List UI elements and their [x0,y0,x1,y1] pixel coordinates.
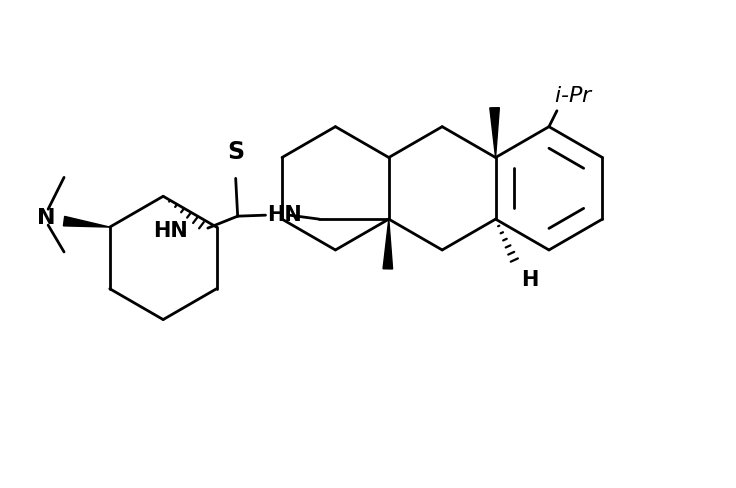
Text: $i$-Pr: $i$-Pr [554,86,594,105]
Text: HN: HN [267,205,302,224]
Text: H: H [520,269,538,289]
Polygon shape [63,217,110,227]
Text: HN: HN [153,221,188,241]
Text: S: S [227,140,244,164]
Text: N: N [37,208,55,228]
Polygon shape [490,108,499,158]
Polygon shape [383,220,392,269]
